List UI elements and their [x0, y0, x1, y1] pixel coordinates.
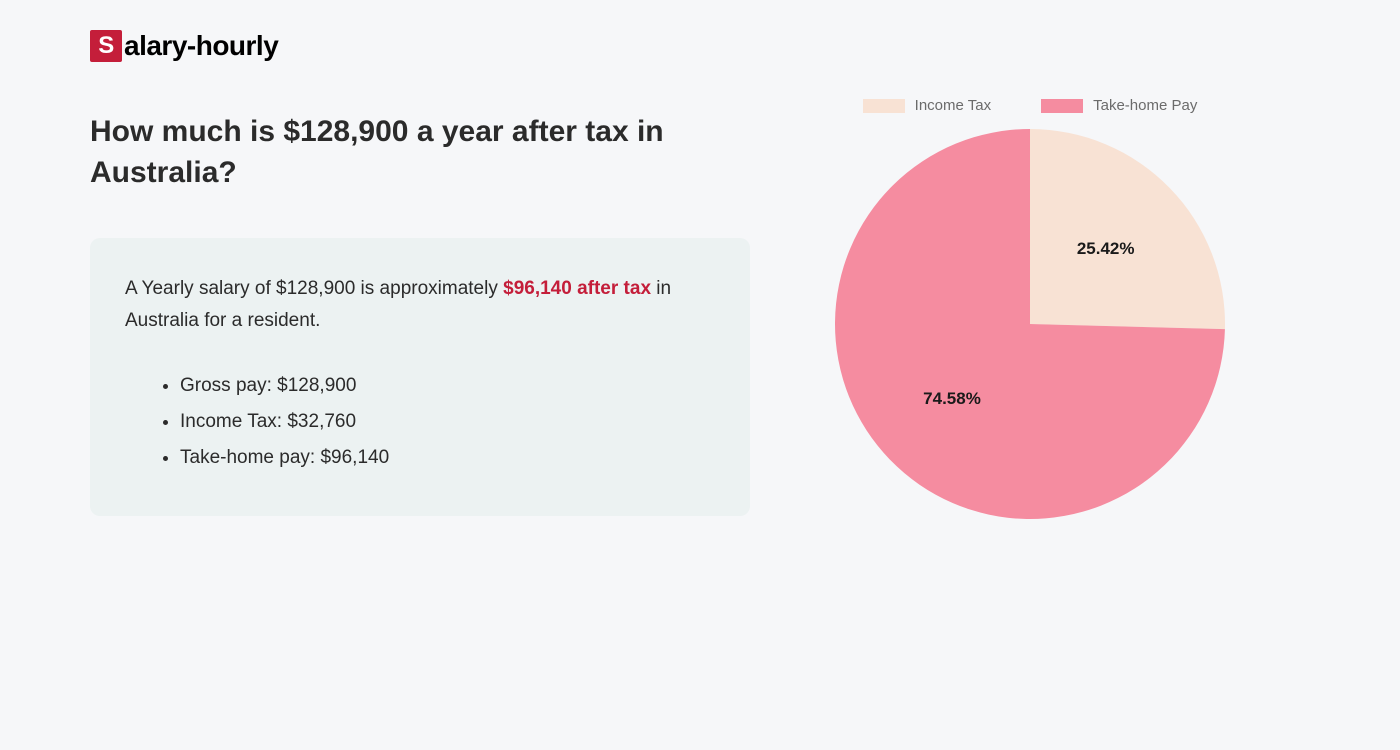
pie-percent-income-tax: 25.42%: [1077, 239, 1135, 259]
summary-highlight: $96,140 after tax: [503, 278, 651, 299]
logo-box: S: [90, 30, 122, 62]
left-column: How much is $128,900 a year after tax in…: [90, 112, 750, 519]
pie-chart: 25.42% 74.58%: [835, 129, 1225, 519]
list-item: Take-home pay: $96,140: [180, 440, 715, 476]
legend-label: Take-home Pay: [1093, 97, 1197, 114]
legend-label: Income Tax: [915, 97, 991, 114]
legend-item-income-tax: Income Tax: [863, 97, 991, 114]
pie-percent-take-home: 74.58%: [923, 389, 981, 409]
legend-swatch: [863, 99, 905, 113]
summary-text: A Yearly salary of $128,900 is approxima…: [125, 273, 715, 338]
info-box: A Yearly salary of $128,900 is approxima…: [90, 238, 750, 516]
details-list: Gross pay: $128,900 Income Tax: $32,760 …: [125, 368, 715, 476]
pie-svg: [835, 129, 1225, 519]
legend-item-take-home: Take-home Pay: [1041, 97, 1197, 114]
logo-text: alary-hourly: [124, 30, 278, 62]
list-item: Income Tax: $32,760: [180, 404, 715, 440]
main-content: How much is $128,900 a year after tax in…: [90, 112, 1310, 519]
page-heading: How much is $128,900 a year after tax in…: [90, 112, 750, 193]
list-item: Gross pay: $128,900: [180, 368, 715, 404]
summary-prefix: A Yearly salary of $128,900 is approxima…: [125, 278, 503, 299]
right-column: Income Tax Take-home Pay 25.42% 74.58%: [810, 112, 1250, 519]
pie-legend: Income Tax Take-home Pay: [810, 97, 1250, 114]
legend-swatch: [1041, 99, 1083, 113]
site-logo: Salary-hourly: [90, 30, 1310, 62]
